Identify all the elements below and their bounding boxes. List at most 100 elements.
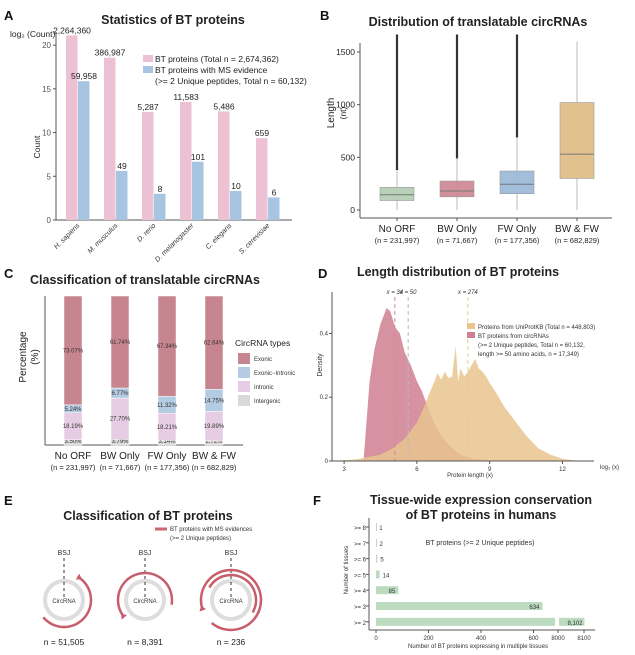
segment-label: 11.32% [157, 403, 178, 409]
bar [268, 197, 280, 220]
legend-a-label-bt: BT proteins (Total n = 2,674,362) [155, 54, 279, 64]
segment-label: 3.79% [111, 439, 129, 445]
bar-value-label: 6 [272, 187, 277, 197]
x-tick-sublabel: (n = 71,667) [437, 236, 478, 245]
legend-label: Intergenic [254, 399, 280, 405]
x-tick-label: BW Only [100, 451, 139, 462]
bar-value-label: 386,987 [95, 48, 126, 58]
box [439, 180, 475, 198]
bar [376, 602, 543, 610]
bar-value-label: 49 [117, 161, 127, 171]
chart-d-ylabel: Density [317, 353, 324, 377]
x-tick-sublabel: (n = 177,356) [145, 463, 190, 472]
x-tick-label: BW & FW [192, 451, 236, 462]
reference-label: x = 50 [399, 290, 417, 296]
y-tick-label: >= 3 [354, 605, 367, 611]
segment-label: 3.14% [158, 439, 176, 445]
x-tick-label: 12 [559, 467, 566, 473]
segment-label: 19.89% [204, 424, 225, 430]
count-label: n = 8,391 [127, 637, 163, 647]
bar [104, 57, 116, 220]
segment-label: 61.74% [110, 340, 131, 346]
circrna-label: CircRNA [219, 599, 242, 605]
legend-d-label-bt: BT proteins from circRNAs [478, 334, 549, 340]
bar-value-label: 1 [379, 526, 383, 532]
x-tick-label: FW Only [498, 224, 537, 235]
x-tick-sublabel: (n = 177,356) [495, 236, 540, 245]
panel-letter-e: E [4, 493, 13, 508]
chart-a-title: Statistics of BT proteins [101, 13, 245, 27]
x-tick-label: 8000 [551, 636, 565, 642]
bar-value-label: 659 [255, 128, 269, 138]
chart-b-ylabel: Length [326, 98, 337, 129]
bsj-label: BSJ [225, 550, 238, 557]
legend-a-swatch-bt [143, 55, 153, 62]
panel-e-diagram: Classification of BT proteins BT protein… [42, 509, 263, 647]
legend-e-label-2: (>= 2 Unique peptides) [170, 536, 231, 542]
arrow-head [75, 573, 82, 580]
y-tick-label: 15 [42, 85, 51, 94]
x-tick-sublabel: (n = 682,829) [555, 236, 600, 245]
bar-value-label: 634 [529, 605, 540, 611]
y-tick-label: >= 2 [354, 621, 367, 627]
arrow-head [121, 613, 127, 620]
chart-a-ylabel-top: log₂ (Count) [10, 29, 56, 39]
bar-value-label: 8 [158, 184, 163, 194]
legend-d-swatch-uniprot [467, 323, 475, 329]
circrna-label: CircRNA [52, 599, 75, 605]
segment-label: 67.34% [157, 344, 178, 350]
bar-value-label: 85 [389, 589, 396, 595]
y-tick-label: >= 5 [354, 573, 367, 579]
count-label: n = 236 [217, 637, 246, 647]
bar [154, 193, 166, 220]
chart-f-title: Tissue-wide expression conservation [370, 493, 592, 507]
x-tick-label: 9 [488, 467, 492, 473]
bar-segment [63, 295, 83, 406]
segment-label: 18.19% [63, 424, 84, 430]
x-tick-label: 8100 [577, 636, 591, 642]
bar [66, 35, 78, 220]
segment-label: 6.77% [111, 391, 129, 397]
x-tick-label: No ORF [379, 224, 416, 235]
bsj-label: BSJ [139, 550, 152, 557]
y-tick-label: >= 6 [354, 558, 367, 564]
legend-d-label-bt-3: length >= 50 amino acids, n = 17,349) [478, 352, 579, 358]
circrna-label: CircRNA [133, 599, 156, 605]
legend-swatch [238, 353, 250, 364]
bar-segment [204, 295, 224, 390]
panel-f-hbar: Tissue-wide expression conservation of B… [344, 493, 595, 650]
x-tick-sublabel: (n = 231,997) [51, 463, 96, 472]
arrow-head [199, 605, 207, 612]
legend-a-swatch-ms [143, 66, 153, 73]
y-tick-label: >= 7 [354, 542, 367, 548]
bar-segment [110, 295, 130, 389]
y-tick-label: 500 [341, 152, 355, 162]
x-tick-sublabel: (n = 231,997) [375, 236, 420, 245]
box [499, 170, 535, 194]
y-tick-label: 0 [350, 205, 355, 215]
bar-value-label: 8,102 [568, 621, 584, 627]
x-tick-label: 3 [342, 467, 346, 473]
legend-label: Exonic [254, 357, 272, 363]
x-tick-label: D. rerio [136, 222, 157, 243]
bar [218, 111, 230, 220]
panel-letter-a: A [4, 8, 14, 23]
bar-value-label: 10 [231, 181, 241, 191]
bar [376, 538, 377, 547]
bar [376, 554, 378, 563]
density-uniprot [332, 346, 587, 461]
y-tick-label: 1500 [336, 47, 355, 57]
segment-label: 62.64% [204, 341, 225, 347]
segment-label: 27.70% [110, 417, 131, 423]
legend-a-label-ms: BT proteins with MS evidence [155, 65, 268, 75]
chart-f-title-2: of BT proteins in humans [406, 508, 557, 522]
x-tick-label: 0 [374, 636, 378, 642]
legend-d-label-bt-2: (>= 2 Unique peptides, Total n = 60,132, [478, 343, 585, 349]
reference-label: x = 274 [457, 290, 479, 296]
chart-d-xlabel-right: log₂ (x) [600, 465, 619, 471]
segment-label: 14.75% [204, 398, 225, 404]
y-tick-label: 0 [325, 459, 329, 465]
circrna-circle [210, 579, 252, 621]
legend-label: Exonic−Intronic [254, 371, 295, 377]
panel-letter-d: D [318, 266, 327, 281]
